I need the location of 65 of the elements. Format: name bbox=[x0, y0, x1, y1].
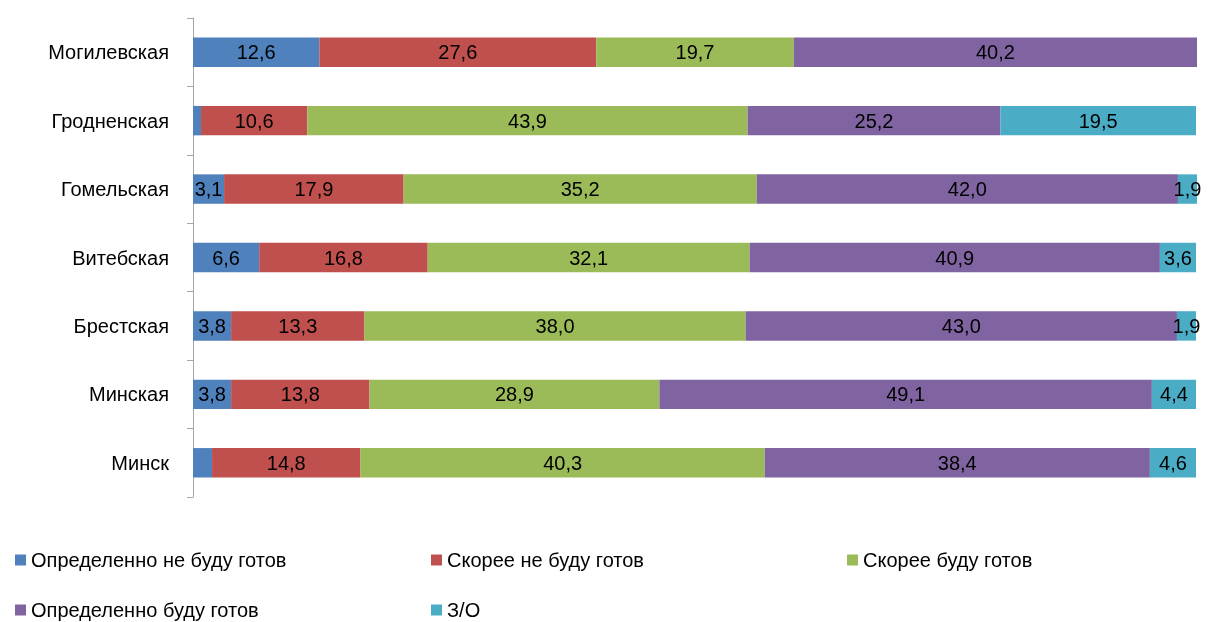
bar bbox=[764, 448, 1150, 478]
y-tick-label: Минск bbox=[111, 451, 170, 474]
bar bbox=[369, 379, 660, 410]
bar bbox=[403, 174, 757, 204]
data-label: 6,6 bbox=[212, 246, 241, 269]
data-label: 16,8 bbox=[323, 246, 363, 269]
y-tick-label: Гомельская bbox=[60, 178, 169, 201]
data-label: 19,5 bbox=[1078, 109, 1118, 132]
bar bbox=[231, 311, 365, 341]
bar bbox=[231, 379, 370, 410]
data-label: 27,6 bbox=[438, 41, 478, 64]
data-label: 3,6 bbox=[1164, 246, 1192, 269]
data-label: 43,9 bbox=[508, 109, 547, 132]
data-label: 4,4 bbox=[1160, 383, 1188, 406]
bar bbox=[596, 37, 794, 67]
data-label: 40,9 bbox=[935, 246, 975, 269]
data-label: 43,0 bbox=[941, 314, 981, 337]
data-label: 49,1 bbox=[886, 383, 926, 406]
bar bbox=[360, 448, 765, 478]
bar bbox=[747, 105, 1001, 136]
legend-label: З/О bbox=[447, 599, 481, 621]
y-tick-label: Брестская bbox=[73, 314, 169, 337]
bar bbox=[201, 105, 308, 136]
data-label: 12,6 bbox=[236, 41, 276, 64]
data-label: 17,9 bbox=[294, 178, 334, 201]
data-label: 10,6 bbox=[234, 109, 274, 132]
legend-label: Определенно буду готов bbox=[31, 599, 259, 621]
data-label: 35,2 bbox=[560, 178, 600, 201]
y-tick-label: Минская bbox=[88, 383, 169, 406]
data-label: 28,9 bbox=[494, 383, 534, 406]
bar bbox=[193, 448, 213, 478]
y-tick-label: Гродненская bbox=[51, 109, 169, 132]
data-label: 42,0 bbox=[947, 178, 987, 201]
legend-label: Скорее не буду готов bbox=[447, 549, 644, 571]
data-label: 3,8 bbox=[198, 314, 226, 337]
bar bbox=[319, 37, 597, 67]
bar bbox=[793, 37, 1197, 67]
data-label: 38,0 bbox=[535, 314, 575, 337]
bar bbox=[307, 105, 748, 136]
bar bbox=[659, 379, 1152, 410]
data-label: 32,1 bbox=[569, 246, 609, 269]
data-label: 40,3 bbox=[543, 451, 583, 474]
y-tick-label: Витебская bbox=[72, 246, 169, 269]
data-label: 3,1 bbox=[194, 178, 223, 201]
data-label: 19,7 bbox=[675, 41, 715, 64]
bar bbox=[1000, 105, 1196, 136]
data-label: 14,8 bbox=[266, 451, 306, 474]
bar bbox=[749, 242, 1160, 273]
bar bbox=[427, 242, 750, 273]
data-label: 13,8 bbox=[280, 383, 320, 406]
bar bbox=[224, 174, 404, 204]
data-label: 40,2 bbox=[975, 41, 1015, 64]
bar bbox=[259, 242, 428, 273]
data-label: 3,8 bbox=[198, 383, 226, 406]
legend-label: Скорее буду готов bbox=[863, 549, 1033, 571]
data-label: 4,6 bbox=[1159, 451, 1187, 474]
bar bbox=[364, 311, 746, 341]
data-label: 38,4 bbox=[937, 451, 977, 474]
bar bbox=[193, 37, 320, 67]
y-tick-label: Могилевская bbox=[48, 41, 169, 64]
data-label: 13,3 bbox=[278, 314, 318, 337]
bar bbox=[193, 105, 202, 136]
bar bbox=[212, 448, 361, 478]
legend-label: Определенно не буду готов bbox=[31, 549, 287, 571]
data-label: 25,2 bbox=[854, 109, 894, 132]
